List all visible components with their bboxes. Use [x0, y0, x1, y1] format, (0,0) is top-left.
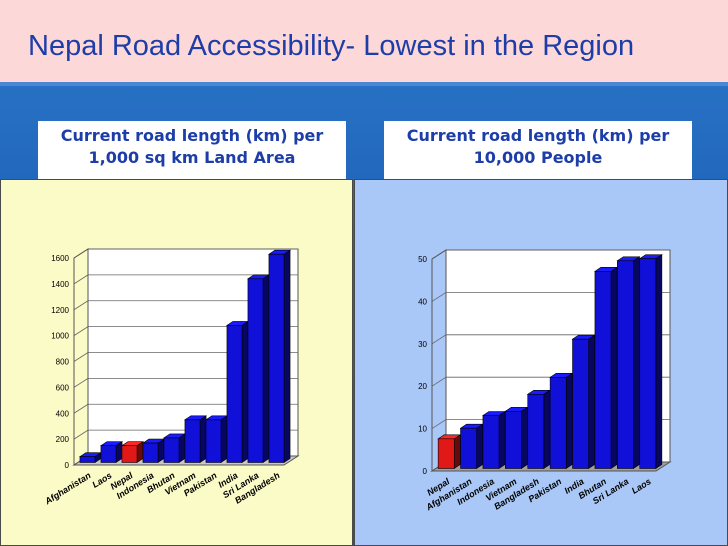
bar-front [205, 419, 222, 463]
bar-vietnam [504, 406, 529, 470]
bar-nepal [437, 434, 462, 470]
bar-side [453, 434, 461, 470]
bar-bangladesh [526, 389, 551, 470]
gridline-side [73, 429, 89, 440]
bar-afghanistan [459, 423, 484, 470]
y-tick-label: 30 [418, 340, 427, 349]
y-tick-label: 400 [56, 409, 70, 418]
y-tick-label: 10 [418, 425, 427, 434]
bar-indonesia [481, 410, 507, 470]
gridline-side [73, 326, 89, 336]
bar-afghanistan [78, 452, 103, 464]
bar-front [437, 438, 455, 469]
bar-front [100, 445, 117, 463]
bar-front [184, 419, 201, 463]
bar-front [549, 377, 567, 469]
bar-side [610, 266, 618, 470]
bar-bhutan [593, 266, 619, 470]
gridline-side [73, 352, 89, 362]
chart-caption-per-people: Current road length (km) per 10,000 Peop… [384, 121, 692, 181]
bar-front [527, 393, 545, 469]
gridline-side [431, 334, 447, 345]
bar-laos [99, 441, 124, 464]
y-tick-label: 800 [56, 358, 70, 367]
bar-front [226, 325, 243, 463]
bar-side [220, 415, 228, 464]
y-tick-label: 0 [423, 467, 428, 476]
title-bar: Nepal Road Accessibility- Lowest in the … [0, 0, 728, 86]
bar-indonesia [141, 438, 166, 464]
chart-caption-land-area: Current road length (km) per 1,000 sq km… [38, 121, 346, 181]
bar-front [79, 456, 96, 463]
y-tick-label: 1000 [51, 332, 69, 341]
bar-laos [638, 254, 663, 470]
bar-side [565, 372, 573, 470]
bar-front [460, 427, 477, 469]
bar-nepal [120, 441, 145, 464]
bar-side [543, 389, 551, 470]
y-tick-label: 40 [418, 297, 427, 306]
bar-front [572, 338, 589, 469]
gridline-side [431, 292, 447, 302]
gridline-side [431, 376, 447, 387]
bar-front [121, 445, 138, 463]
bar-side [199, 415, 207, 464]
y-tick-label: 1200 [51, 306, 69, 315]
bar-front [268, 253, 285, 463]
bar-sri-lanka [616, 256, 641, 470]
bar-side [521, 406, 528, 470]
gridline-side [431, 419, 447, 429]
caption-line: Current road length (km) per [406, 126, 670, 145]
x-tick-label: Laos [630, 476, 653, 496]
bar-side [283, 249, 291, 464]
bar-pakistan [204, 415, 229, 464]
chart-1: 01020304050NepalAfghanistanIndonesiaViet… [418, 249, 672, 513]
bar-front [142, 442, 159, 463]
y-tick-label: 600 [56, 383, 70, 392]
bar-sri-lanka [246, 274, 271, 464]
gridline-side [73, 274, 89, 285]
y-tick-label: 1600 [51, 254, 69, 263]
bar-bhutan [162, 433, 187, 464]
bar-side [655, 254, 663, 470]
bar-side [498, 410, 506, 470]
gridline-side [73, 300, 89, 311]
bar-pakistan [549, 372, 574, 470]
caption-line: Current road length (km) per [60, 126, 324, 145]
bar-vietnam [183, 415, 208, 464]
bar-bangladesh [267, 249, 292, 464]
bar-side [241, 320, 249, 464]
bar-front [482, 415, 500, 469]
y-tick-label: 50 [418, 255, 427, 264]
bar-india [571, 334, 596, 470]
bar-side [262, 274, 270, 464]
chart-0: 0 200 400 600 800 1000 1200 1400 1600 Afghanistan… [42, 248, 300, 507]
bar-side [588, 334, 595, 470]
bar-front [247, 278, 264, 463]
gridline-side [73, 378, 89, 388]
bar-front [594, 271, 612, 469]
bar-side [178, 433, 186, 464]
bar-front [617, 260, 634, 469]
y-tick-label: 0 [65, 461, 70, 470]
slide-title: Nepal Road Accessibility- Lowest in the … [28, 30, 635, 62]
bar-india [225, 320, 250, 464]
bar-front [639, 258, 657, 469]
bar-front [505, 410, 522, 469]
x-tick-label: Afghanistan [42, 470, 93, 507]
bar-front [163, 437, 180, 463]
y-tick-label: 20 [418, 382, 427, 391]
y-tick-label: 200 [56, 435, 70, 444]
y-tick-label: 1400 [51, 280, 69, 289]
caption-line: 1,000 sq km Land Area [88, 148, 296, 167]
gridline-side [73, 403, 89, 414]
bar-side [633, 256, 640, 470]
bar-side [476, 423, 483, 470]
caption-line: 10,000 People [473, 148, 603, 167]
